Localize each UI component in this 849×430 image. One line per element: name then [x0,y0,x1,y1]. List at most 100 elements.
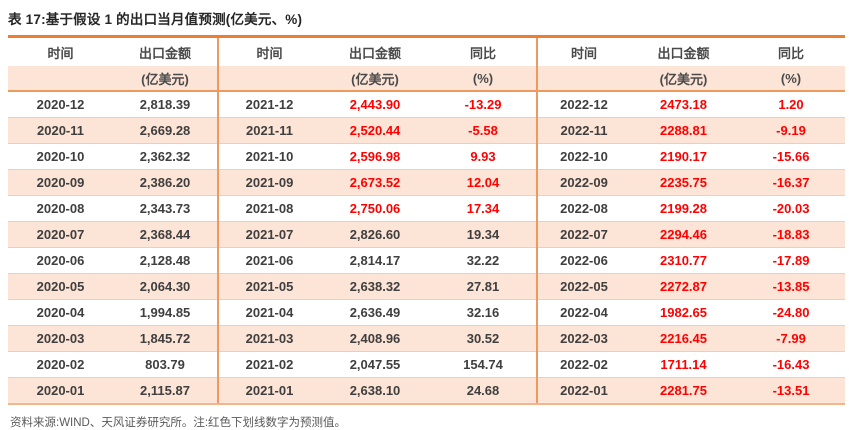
table-cell: -18.83 [737,221,845,248]
table-cell: 1,845.72 [113,325,218,352]
export-forecast-table: 时间 出口金额 时间 出口金额 同比 时间 出口金额 同比 (亿美元) (亿美元… [8,35,845,405]
table-cell: 2021-02 [217,351,320,378]
table-cell: 2022-12 [536,91,630,118]
table-cell: 2199.28 [630,195,737,222]
source-note: 资料来源:WIND、天风证券研究所。注:红色下划线数字为预测值。 [10,417,347,429]
col-unit-yoy-2: (%) [430,66,537,92]
table-cell: 1711.14 [630,351,737,378]
table-cell: 2022-11 [536,117,630,144]
table-cell: 2,128.48 [113,247,218,274]
table-cell: 2,636.49 [320,299,430,326]
table-cell: 2020-08 [8,195,113,222]
table-cell: 30.52 [430,325,537,352]
table-row: 2020-12 2,818.39 2021-12 2,443.90 -13.29 2022… [8,91,845,118]
table-cell: 2,673.52 [320,169,430,196]
table-cell: 2272.87 [630,273,737,300]
table-cell: -16.37 [737,169,845,196]
table-cell: 24.68 [430,377,537,405]
table-cell: 2021-05 [217,273,320,300]
col-header-time-1: 时间 [47,45,74,61]
table-cell: 2,520.44 [320,117,430,144]
col-unit-time-1 [8,66,113,92]
col-unit-amount-1: (亿美元) [113,66,218,92]
table-cell: -24.80 [737,299,845,326]
table-cell: 2020-10 [8,143,113,170]
table-row: 2020-11 2,669.28 2021-11 2,520.44 -5.58 2022-… [8,117,845,144]
table-row: 2020-08 2,343.73 2021-08 2,750.06 17.34 2022-… [8,195,845,222]
table-cell: 2022-01 [536,377,630,405]
table-cell: 2021-07 [217,221,320,248]
table-cell: 17.34 [430,195,537,222]
table-cell: 2281.75 [630,377,737,405]
table-cell: 2021-03 [217,325,320,352]
table-cell: 2022-02 [536,351,630,378]
table-row: 2020-03 1,845.72 2021-03 2,408.96 30.52 2022-… [8,325,845,352]
table-cell: 2,362.32 [113,143,218,170]
col-unit-time-2 [217,66,320,92]
table-cell: 2216.45 [630,325,737,352]
table-cell: 2022-05 [536,273,630,300]
table-cell: 2021-04 [217,299,320,326]
table-cell: 2020-05 [8,273,113,300]
table-cell: 2021-11 [217,117,320,144]
table-row: 2020-07 2,368.44 2021-07 2,826.60 19.34 2022-… [8,221,845,248]
table-cell: 2,115.87 [113,377,218,405]
table-cell: 2021-10 [217,143,320,170]
table-row: 2020-04 1,994.85 2021-04 2,636.49 32.16 2022-… [8,299,845,326]
table-cell: -13.85 [737,273,845,300]
table-cell: -17.89 [737,247,845,274]
table-title: 表 17:基于假设 1 的出口当月值预测(亿美元、%) [8,12,303,27]
table-cell: 2,669.28 [113,117,218,144]
col-unit-amount-2: (亿美元) [320,66,430,92]
table-cell: 2022-06 [536,247,630,274]
table-cell: 2,368.44 [113,221,218,248]
table-cell: -13.29 [430,91,537,118]
table-cell: 9.93 [430,143,537,170]
table-cell: 2,826.60 [320,221,430,248]
table-cell: 19.34 [430,221,537,248]
table-cell: 2020-06 [8,247,113,274]
table-cell: 2022-03 [536,325,630,352]
table-row: 2020-06 2,128.48 2021-06 2,814.17 32.22 2022-… [8,247,845,274]
table-cell: 2,064.30 [113,273,218,300]
table-cell: 2,047.55 [320,351,430,378]
table-row: 2020-01 2,115.87 2021-01 2,638.10 24.68 2022-… [8,377,845,405]
col-unit-amount-3: (亿美元) [630,66,737,92]
table-cell: 2022-10 [536,143,630,170]
col-header-yoy-2: 同比 [469,45,496,61]
table-cell: -13.51 [737,377,845,405]
table-row: 2020-10 2,362.32 2021-10 2,596.98 9.93 2022-1… [8,143,845,170]
header-row-labels: 时间 出口金额 时间 出口金额 同比 时间 出口金额 同比 [8,36,845,66]
table-cell: 12.04 [430,169,537,196]
table-cell: 1,994.85 [113,299,218,326]
col-header-amount-3: 出口金额 [657,45,710,61]
table-cell: 2,596.98 [320,143,430,170]
table-cell: 2190.17 [630,143,737,170]
table-cell: 2020-03 [8,325,113,352]
table-cell: 2,343.73 [113,195,218,222]
table-cell: -20.03 [737,195,845,222]
table-row: 2020-09 2,386.20 2021-09 2,673.52 12.04 2022-… [8,169,845,196]
table-cell: 803.79 [113,351,218,378]
header-row-units: (亿美元) (亿美元) (%) (亿美元) (%) [8,66,845,92]
table-cell: 2021-01 [217,377,320,405]
table-cell: 2288.81 [630,117,737,144]
col-header-time-2: 时间 [217,36,320,66]
table-cell: 2310.77 [630,247,737,274]
table-cell: 2020-11 [8,117,113,144]
table-cell: -16.43 [737,351,845,378]
table-cell: 2022-08 [536,195,630,222]
table-cell: 2022-07 [536,221,630,248]
col-unit-yoy-3: (%) [737,66,845,92]
col-header-time-3: 时间 [536,36,630,66]
col-unit-time-3 [536,66,630,92]
table-cell: -7.99 [737,325,845,352]
table-cell: 2,386.20 [113,169,218,196]
table-cell: 32.16 [430,299,537,326]
table-header: 时间 出口金额 时间 出口金额 同比 时间 出口金额 同比 (亿美元) (亿美元… [8,36,845,92]
table-cell: 2020-07 [8,221,113,248]
table-row: 2020-05 2,064.30 2021-05 2,638.32 27.81 2022-… [8,273,845,300]
table-cell: 27.81 [430,273,537,300]
table-cell: 2021-06 [217,247,320,274]
